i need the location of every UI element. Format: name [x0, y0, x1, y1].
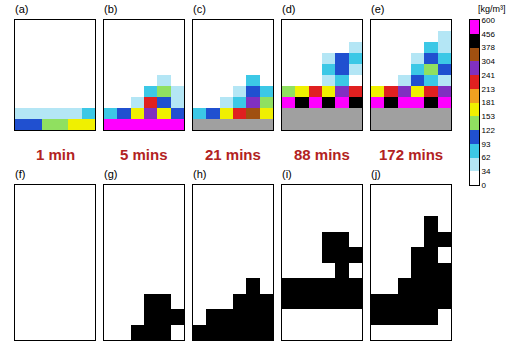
- svg-text:(c): (c): [193, 3, 206, 15]
- svg-text:5 mins: 5 mins: [120, 146, 168, 163]
- svg-text:(h): (h): [193, 168, 206, 180]
- svg-text:378: 378: [482, 43, 496, 52]
- svg-text:88 mins: 88 mins: [294, 146, 350, 163]
- svg-text:(a): (a): [15, 3, 28, 15]
- svg-text:(b): (b): [104, 3, 117, 15]
- svg-text:181: 181: [482, 98, 496, 107]
- svg-text:(i): (i): [282, 168, 292, 180]
- svg-text:1 min: 1 min: [36, 146, 75, 163]
- svg-text:0: 0: [482, 181, 487, 190]
- svg-text:122: 122: [482, 126, 496, 135]
- svg-text:153: 153: [482, 112, 496, 121]
- svg-text:304: 304: [482, 57, 496, 66]
- svg-text:172 mins: 172 mins: [379, 146, 443, 163]
- svg-text:[kg/m³]: [kg/m³]: [478, 4, 506, 14]
- svg-text:(g): (g): [104, 168, 117, 180]
- svg-text:(e): (e): [371, 3, 384, 15]
- svg-text:62: 62: [482, 153, 491, 162]
- svg-text:21 mins: 21 mins: [205, 146, 261, 163]
- svg-text:34: 34: [482, 167, 491, 176]
- svg-text:(j): (j): [371, 168, 381, 180]
- svg-text:(f): (f): [15, 168, 25, 180]
- svg-text:456: 456: [482, 30, 496, 39]
- svg-text:213: 213: [482, 85, 496, 94]
- svg-text:(d): (d): [282, 3, 295, 15]
- svg-text:600: 600: [482, 16, 496, 25]
- svg-text:241: 241: [482, 71, 496, 80]
- svg-text:93: 93: [482, 140, 491, 149]
